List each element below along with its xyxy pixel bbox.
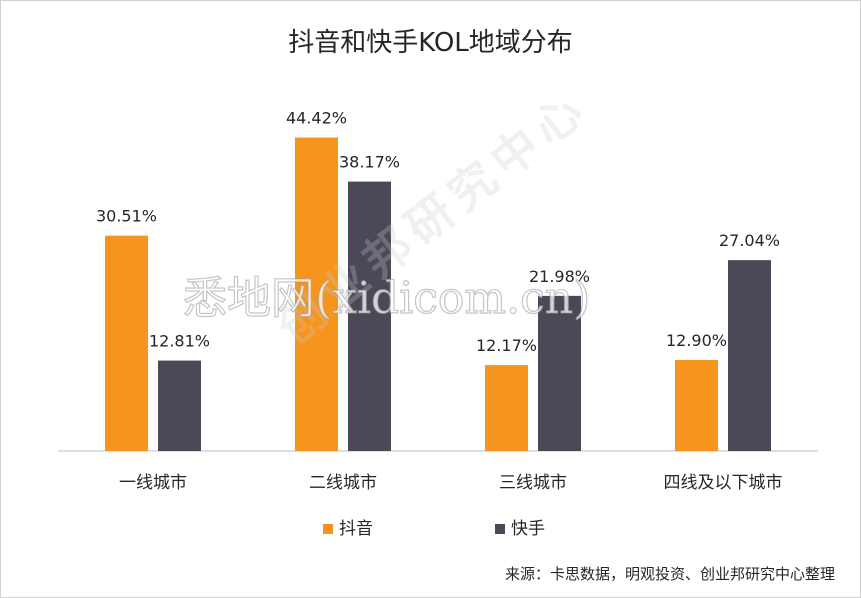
data-label: 12.81% — [149, 332, 210, 351]
legend-swatch — [495, 524, 505, 534]
source-note: 来源：卡思数据，明观投资、创业邦研究中心整理 — [504, 565, 835, 583]
legend-label: 抖音 — [339, 519, 373, 539]
data-label: 44.42% — [286, 108, 347, 127]
bar-douyin-1 — [295, 137, 338, 451]
data-label: 27.04% — [719, 231, 780, 250]
legend-swatch — [323, 524, 333, 534]
legend-label: 快手 — [511, 519, 545, 539]
bar-kuaishou-1 — [348, 181, 391, 452]
bar-kuaishou-3 — [728, 260, 771, 451]
data-label: 12.17% — [476, 336, 537, 355]
chart-title: 抖音和快手KOL地域分布 — [288, 28, 573, 58]
category-label: 三线城市 — [499, 473, 567, 493]
category-label: 一线城市 — [119, 473, 187, 493]
data-label: 38.17% — [339, 153, 400, 172]
bar-douyin-3 — [675, 359, 718, 451]
bar-kuaishou-0 — [158, 360, 201, 451]
data-label: 30.51% — [96, 207, 157, 226]
bar-douyin-0 — [105, 235, 148, 451]
category-label: 四线及以下城市 — [664, 473, 783, 493]
data-label: 12.90% — [666, 331, 727, 350]
bar-douyin-2 — [485, 365, 528, 451]
category-label: 二线城市 — [309, 473, 377, 493]
bar-kuaishou-2 — [538, 295, 581, 451]
data-label: 21.98% — [529, 267, 590, 286]
watermark-main: 悉地网(xidicom.cn) — [182, 272, 591, 324]
